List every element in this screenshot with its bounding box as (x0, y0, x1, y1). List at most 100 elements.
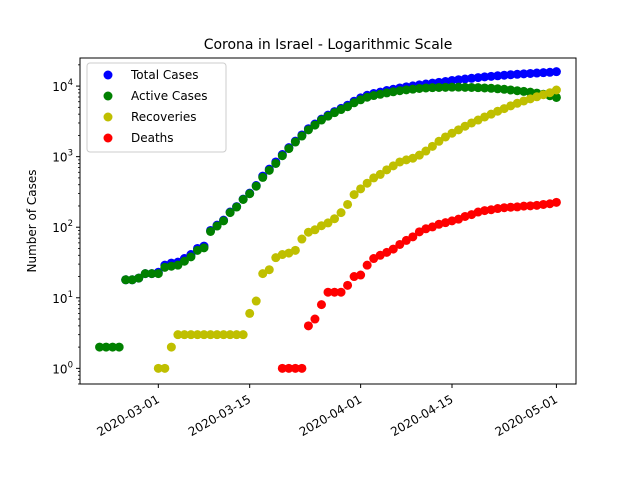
data-point (473, 73, 483, 83)
data-point (316, 300, 326, 310)
data-point (434, 136, 444, 146)
data-point (134, 273, 144, 283)
data-point (499, 84, 509, 94)
data-point (336, 208, 346, 218)
legend-label: Total Cases (130, 68, 198, 82)
data-point (454, 75, 464, 85)
data-point (362, 178, 372, 188)
y-axis: 100 101 102 103 104 (52, 64, 80, 385)
data-point (323, 287, 333, 297)
data-point (440, 82, 450, 92)
data-point (512, 202, 522, 212)
data-point (473, 83, 483, 93)
data-point (356, 184, 366, 194)
data-point (330, 287, 340, 297)
data-point (264, 165, 274, 175)
data-point (121, 275, 131, 285)
data-point (147, 269, 157, 279)
data-point (375, 169, 385, 179)
data-point (519, 86, 529, 96)
data-point (499, 203, 509, 213)
data-point (297, 131, 307, 141)
data-point (323, 218, 333, 228)
data-point (297, 363, 307, 373)
data-point (480, 72, 490, 82)
data-point (460, 82, 470, 92)
data-point (467, 73, 477, 83)
data-point (316, 115, 326, 125)
data-point (297, 234, 307, 244)
data-point (506, 202, 516, 212)
data-point (493, 84, 503, 94)
data-point (290, 137, 300, 147)
data-point (166, 342, 176, 352)
data-point (290, 363, 300, 373)
data-point (480, 83, 490, 93)
data-point (192, 330, 202, 340)
data-point (95, 342, 105, 352)
y-tick-label: 103 (52, 149, 73, 165)
data-point (388, 244, 398, 254)
data-marks (95, 67, 561, 373)
data-point (447, 82, 457, 92)
data-point (290, 245, 300, 255)
data-point (303, 125, 313, 135)
data-point (173, 330, 183, 340)
y-axis-title: Number of Cases (25, 169, 39, 272)
data-point (310, 314, 320, 324)
data-point (245, 308, 255, 318)
data-point (551, 92, 561, 102)
data-point (486, 71, 496, 81)
data-point (206, 330, 216, 340)
data-point (258, 269, 268, 279)
data-point (199, 330, 209, 340)
data-point (238, 195, 248, 204)
data-point (206, 226, 216, 236)
data-point (519, 201, 529, 211)
data-point (330, 214, 340, 224)
data-point (251, 181, 261, 191)
series-recoveries (153, 85, 561, 373)
data-point (512, 86, 522, 96)
data-point (343, 280, 353, 290)
data-point (427, 141, 437, 151)
data-point (140, 269, 150, 279)
data-point (173, 260, 183, 270)
data-point (101, 342, 111, 352)
legend-label: Recoveries (131, 110, 197, 124)
data-point (179, 256, 189, 266)
data-point (545, 67, 555, 77)
data-point (506, 85, 516, 95)
data-point (199, 243, 209, 253)
series-active-cases (95, 82, 561, 352)
data-point (506, 70, 516, 80)
data-point (160, 363, 170, 373)
data-point (153, 269, 163, 279)
data-point (356, 270, 366, 280)
data-point (551, 67, 561, 77)
data-point (408, 84, 418, 94)
data-point (264, 265, 274, 275)
data-point (454, 82, 464, 92)
data-point (421, 83, 431, 93)
data-point (219, 330, 229, 340)
data-point (362, 260, 372, 270)
legend-box (86, 62, 227, 153)
data-point (238, 330, 248, 340)
data-point (382, 165, 392, 175)
data-point (519, 69, 529, 79)
data-point (532, 68, 542, 78)
data-point (310, 225, 320, 235)
data-point (493, 71, 503, 81)
data-point (395, 239, 405, 249)
data-point (336, 287, 346, 297)
data-point (225, 330, 235, 340)
data-point (486, 83, 496, 93)
data-point (225, 208, 235, 218)
series-deaths (277, 197, 561, 373)
data-point (408, 232, 418, 242)
data-point (427, 83, 437, 93)
legend-label: Deaths (131, 131, 174, 145)
legend-marker (103, 133, 113, 143)
